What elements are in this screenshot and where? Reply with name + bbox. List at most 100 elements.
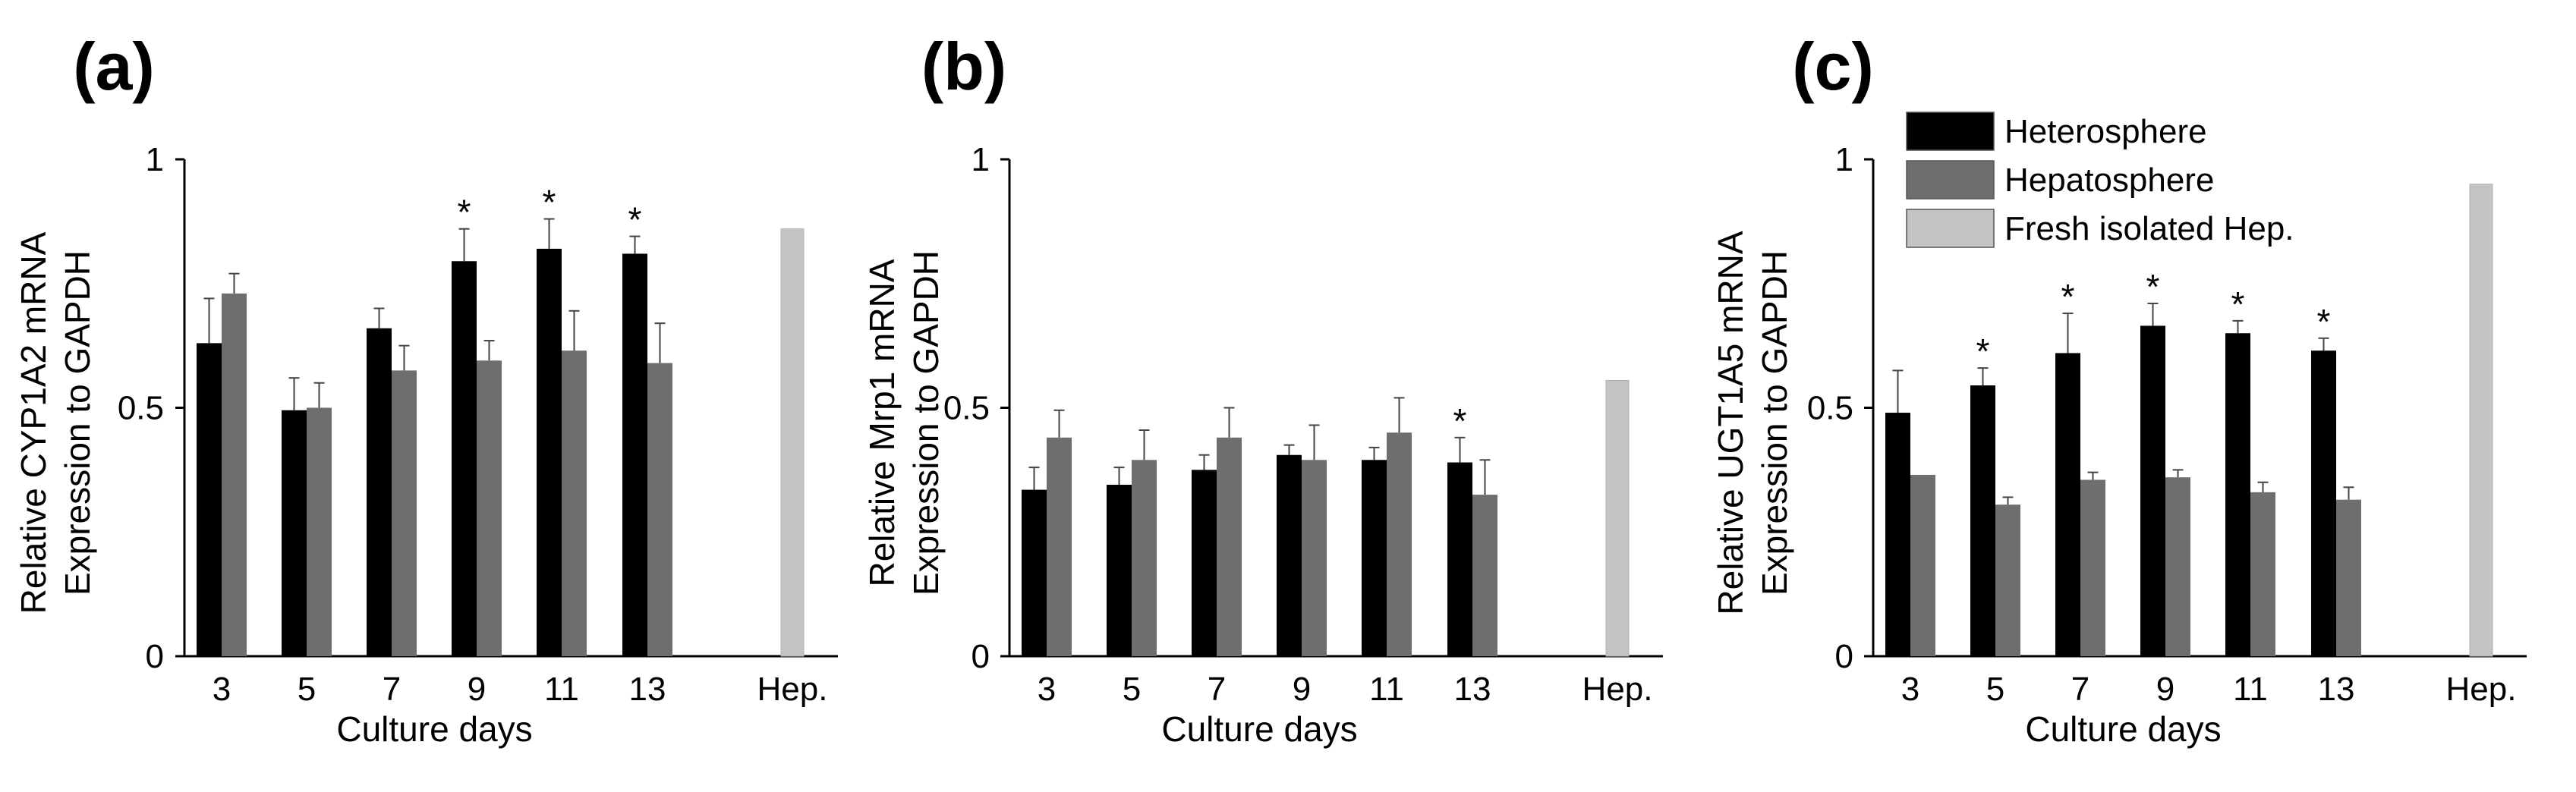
x-tick-label-day-7: 7 (1208, 671, 1226, 708)
bar-heterosphere-day-11 (1362, 460, 1387, 656)
x-tick-label-day-13: 13 (2318, 671, 2355, 708)
bar-heterosphere-day-13 (622, 253, 647, 656)
bar-heterosphere-day-3 (197, 343, 222, 656)
bar-hepatosphere-day-9 (2165, 477, 2190, 656)
x-tick-label-day-3: 3 (1901, 671, 1919, 708)
bar-hepatosphere-day-3 (1047, 437, 1072, 656)
y-axis-title-line2: Expression to GAPDH (906, 250, 946, 596)
panel-b: (b) Relative Mrp1 mRNA Expression to GAPDH… (862, 29, 1663, 749)
bar-hepatosphere-day-5 (307, 407, 332, 656)
x-tick-label-hep: Hep. (757, 671, 828, 708)
y-tick-label: 1 (1835, 141, 1853, 178)
significance-star: * (2146, 267, 2160, 306)
bar-heterosphere-day-7 (367, 328, 392, 656)
x-tick-label-day-11: 11 (2233, 671, 2268, 708)
bar-fresh-isolated-hep (1605, 379, 1630, 657)
significance-star: * (458, 193, 471, 232)
bar-hepatosphere-day-9 (1302, 460, 1327, 656)
x-tick-label-day-9: 9 (468, 671, 486, 708)
bar-heterosphere-day-3 (1885, 413, 1910, 656)
bar-hepatosphere-day-11 (1387, 432, 1412, 656)
y-tick-label: 1 (972, 141, 990, 178)
bar-heterosphere-day-13 (1447, 462, 1472, 656)
bar-heterosphere-day-5 (282, 410, 307, 656)
bar-hepatosphere-day-11 (2250, 492, 2275, 656)
bar-hepatosphere-day-3 (222, 293, 247, 656)
x-tick-label-hep: Hep. (2446, 671, 2517, 708)
legend: Heterosphere Hepatosphere Fresh isolated H… (1906, 112, 2294, 248)
bar-hepatosphere-day-13 (2336, 499, 2361, 656)
x-tick-label-day-13: 13 (629, 671, 666, 708)
x-tick-label-day-7: 7 (383, 671, 401, 708)
y-tick-label: 1 (146, 141, 164, 178)
bar-hepatosphere-day-7 (392, 370, 417, 656)
significance-star: * (628, 200, 642, 240)
bar-heterosphere-day-5 (1107, 485, 1132, 656)
bar-hepatosphere-day-7 (2080, 479, 2105, 656)
bar-heterosphere-day-7 (2055, 353, 2080, 656)
legend-swatch-heterosphere (1906, 112, 1995, 151)
y-axis-title-line1: Relative UGT1A5 mRNA (1711, 231, 1750, 614)
significance-star: * (1453, 401, 1467, 441)
y-tick-label: 0 (146, 638, 164, 675)
x-tick-label-day-11: 11 (1369, 671, 1404, 708)
bar-hepatosphere-day-5 (1132, 460, 1157, 656)
bar-heterosphere-day-3 (1022, 489, 1047, 656)
bar-heterosphere-day-13 (2311, 350, 2336, 656)
x-tick-label-day-5: 5 (1986, 671, 2004, 708)
bar-hepatosphere-day-13 (647, 363, 672, 656)
x-tick-label-day-5: 5 (298, 671, 316, 708)
bar-heterosphere-day-11 (2225, 333, 2250, 656)
bar-hepatosphere-day-13 (1472, 495, 1497, 656)
bar-heterosphere-day-11 (537, 248, 562, 656)
significance-star: * (1976, 332, 1990, 371)
significance-star: * (2317, 302, 2331, 341)
panel-letter: (a) (73, 29, 155, 104)
significance-star: * (543, 183, 556, 222)
bar-hepatosphere-day-9 (477, 360, 502, 656)
bar-heterosphere-day-5 (1970, 385, 1995, 656)
x-tick-label-day-13: 13 (1454, 671, 1491, 708)
legend-label: Heterosphere (2004, 113, 2207, 150)
x-tick-label-hep: Hep. (1582, 671, 1653, 708)
y-tick-label: 0.5 (1807, 390, 1853, 427)
panel-c: (c) Relative UGT1A5 mRNA Expression to GAP… (1711, 29, 2527, 749)
y-axis-title-line2: Expression to GAPDH (58, 250, 97, 596)
y-tick-label: 0.5 (943, 390, 990, 427)
bar-hepatosphere-day-5 (1995, 504, 2020, 656)
bar-fresh-isolated-hep (780, 228, 805, 657)
bar-fresh-isolated-hep (2469, 184, 2493, 657)
chart-panels: (a)Relative CYP1A2 mRNA Expression to GAP… (14, 29, 2527, 749)
x-tick-label-day-9: 9 (2156, 671, 2174, 708)
x-tick-label-day-7: 7 (2071, 671, 2089, 708)
y-axis-title-line1: Relative Mrp1 mRNA (862, 259, 902, 586)
x-tick-label-day-3: 3 (213, 671, 231, 708)
x-tick-label-day-9: 9 (1293, 671, 1311, 708)
legend-swatch-hepatosphere (1906, 160, 1995, 200)
x-tick-label-day-3: 3 (1038, 671, 1056, 708)
x-axis-title: Culture days (336, 709, 532, 749)
legend-label: Hepatosphere (2004, 162, 2214, 199)
x-axis-title: Culture days (2025, 709, 2221, 749)
y-axis-title-line1: Relative CYP1A2 mRNA (14, 231, 53, 614)
panel-letter: (c) (1792, 29, 1874, 104)
bar-heterosphere-day-7 (1192, 470, 1217, 656)
bar-hepatosphere-day-11 (562, 350, 587, 656)
panel-a: (a) Relative CYP1A2 mRNA Expression to GAP… (14, 29, 838, 749)
bar-hepatosphere-day-7 (1217, 437, 1242, 656)
x-axis-title: Culture days (1161, 709, 1357, 749)
significance-star: * (2061, 277, 2075, 316)
x-tick-label-day-11: 11 (544, 671, 579, 708)
y-tick-label: 0.5 (118, 390, 164, 427)
y-axis-title-line2: Expression to GAPDH (1755, 250, 1794, 596)
panel-letter: (b) (921, 29, 1006, 104)
bar-hepatosphere-day-3 (1910, 474, 1935, 656)
y-tick-label: 0 (972, 638, 990, 675)
legend-label: Fresh isolated Hep. (2004, 210, 2294, 247)
bar-heterosphere-day-9 (452, 261, 477, 656)
bar-heterosphere-day-9 (2140, 325, 2165, 656)
y-tick-label: 0 (1835, 638, 1853, 675)
x-tick-label-day-5: 5 (1123, 671, 1141, 708)
legend-swatch-fresh-isolated-hep- (1906, 209, 1995, 248)
